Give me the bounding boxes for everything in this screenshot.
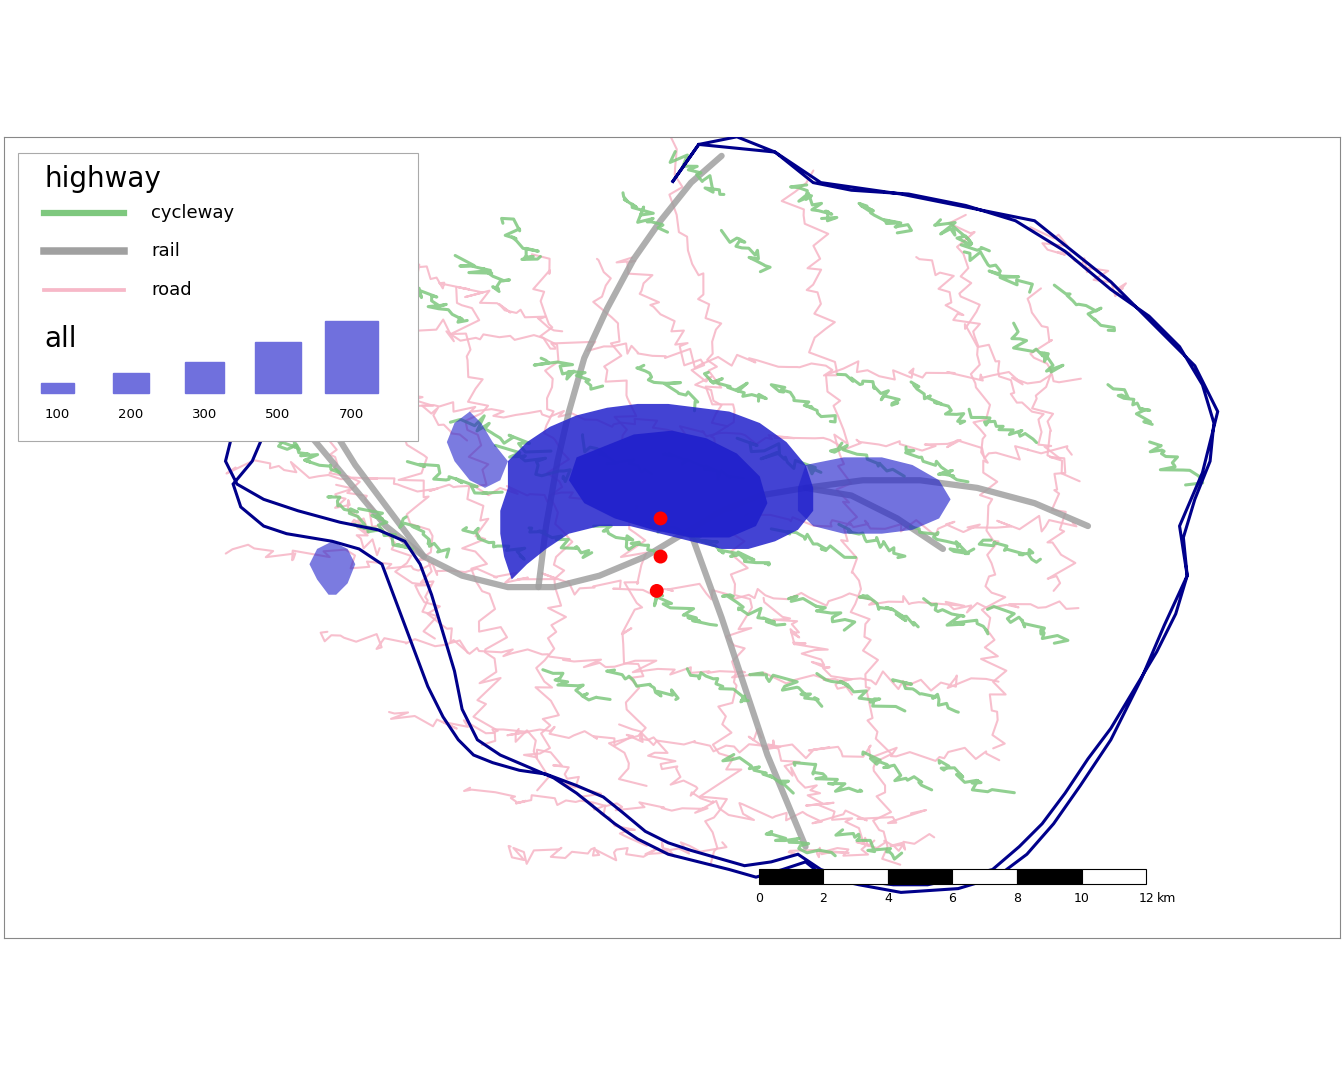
- Text: 700: 700: [339, 407, 364, 420]
- Polygon shape: [569, 431, 767, 538]
- Text: km: km: [1157, 892, 1176, 905]
- Point: [649, 548, 671, 565]
- Bar: [255, 342, 301, 393]
- Text: 10: 10: [1074, 892, 1090, 905]
- Text: 100: 100: [44, 407, 70, 420]
- Bar: [888, 870, 953, 884]
- Point: [646, 583, 668, 600]
- Text: 6: 6: [949, 892, 957, 905]
- Text: rail: rail: [151, 242, 180, 260]
- Bar: [42, 383, 74, 393]
- Bar: [824, 870, 888, 884]
- Text: 500: 500: [265, 407, 290, 420]
- Bar: [759, 870, 824, 884]
- Bar: [1082, 870, 1146, 884]
- Text: 200: 200: [118, 407, 144, 420]
- Text: cycleway: cycleway: [151, 204, 234, 221]
- Polygon shape: [446, 412, 508, 488]
- Text: road: road: [151, 281, 192, 299]
- Bar: [1017, 870, 1082, 884]
- Bar: [325, 321, 378, 393]
- Text: all: all: [44, 325, 77, 353]
- Polygon shape: [500, 404, 813, 579]
- Polygon shape: [309, 542, 355, 594]
- Polygon shape: [798, 457, 950, 533]
- Bar: [113, 373, 149, 393]
- Bar: [953, 870, 1017, 884]
- Text: 8: 8: [1013, 892, 1021, 905]
- Text: 300: 300: [192, 407, 218, 420]
- Text: 2: 2: [820, 892, 828, 905]
- Text: 4: 4: [884, 892, 892, 905]
- Text: 0: 0: [755, 892, 763, 905]
- Text: highway: highway: [44, 164, 161, 192]
- Text: 12: 12: [1138, 892, 1154, 905]
- Bar: [17, 153, 418, 442]
- Bar: [184, 362, 224, 393]
- Point: [649, 510, 671, 527]
